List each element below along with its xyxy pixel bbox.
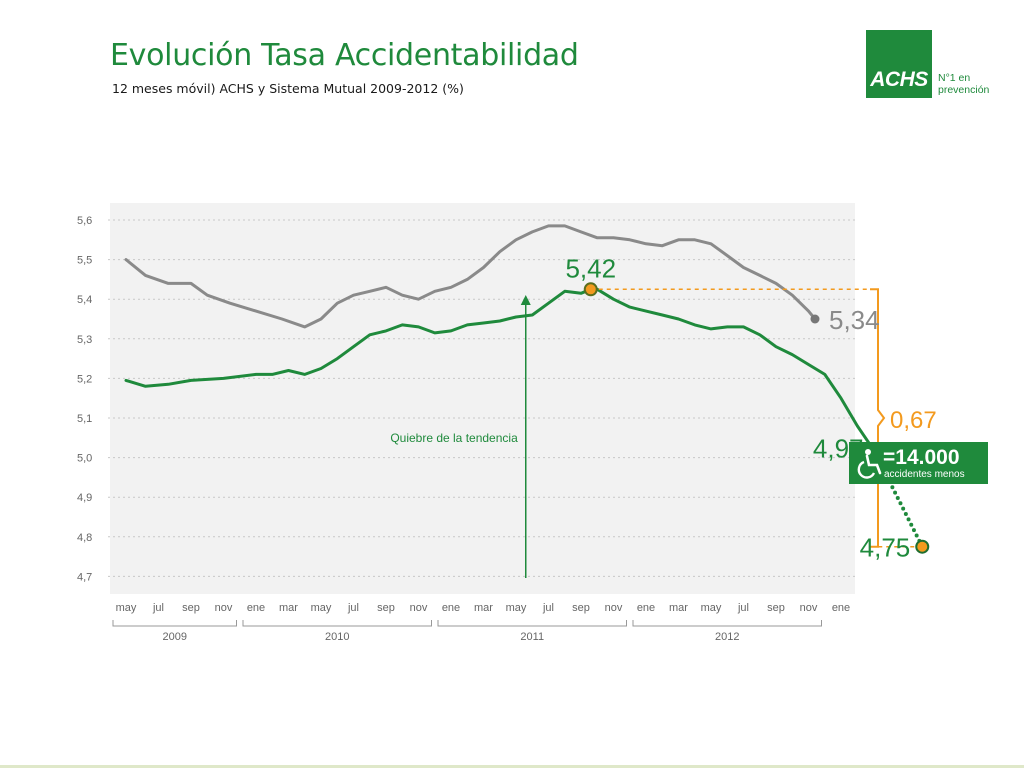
- x-tick-label: sep: [572, 602, 590, 614]
- x-tick-label: nov: [215, 602, 233, 614]
- projection-point: [915, 539, 930, 554]
- x-tick-label: nov: [605, 602, 623, 614]
- trend-arrow-head: [520, 295, 531, 305]
- year-bracket: [632, 620, 822, 627]
- y-tick-label: 5,1: [77, 413, 92, 425]
- x-tick-label: ene: [442, 602, 460, 614]
- x-tick-label: sep: [182, 602, 200, 614]
- year-bracket: [437, 620, 627, 627]
- achs-logo: ACHS: [866, 30, 932, 98]
- page-title: Evolución Tasa Accidentabilidad: [110, 38, 579, 73]
- y-tick-label: 5,4: [77, 294, 92, 306]
- x-tick-label: mar: [279, 602, 298, 614]
- difference-label: 0,67: [890, 407, 937, 434]
- x-tick-label: may: [311, 602, 332, 614]
- year-label: 2009: [163, 631, 187, 643]
- icon-wheel: [857, 460, 876, 479]
- x-tick-label: ene: [637, 602, 655, 614]
- peak-value-label: 5,42: [565, 253, 616, 283]
- badge-main-text: =14.000: [883, 446, 960, 469]
- plot-background: [110, 203, 855, 594]
- series-line-0: [124, 224, 817, 329]
- icon-head: [865, 449, 871, 455]
- x-tick-label: sep: [767, 602, 785, 614]
- x-tick-label: jul: [542, 602, 554, 614]
- year-label: 2011: [520, 631, 544, 643]
- page-subtitle: 12 meses móvil) ACHS y Sistema Mutual 20…: [112, 81, 464, 96]
- year-bracket: [112, 620, 237, 627]
- x-tick-label: sep: [377, 602, 395, 614]
- y-tick-label: 5,5: [77, 255, 92, 267]
- series-line-1: [124, 287, 875, 452]
- accessibility-icon: [857, 449, 882, 479]
- y-tick-label: 4,9: [77, 492, 92, 504]
- trend-break-label: Quiebre de la tendencia: [390, 431, 518, 445]
- footer-divider: [0, 765, 1024, 768]
- x-tick-label: may: [116, 602, 137, 614]
- x-tick-label: jul: [347, 602, 359, 614]
- x-tick-label: nov: [410, 602, 428, 614]
- difference-bracket: [870, 288, 886, 548]
- icon-body: [865, 454, 882, 475]
- y-tick-label: 4,8: [77, 532, 92, 544]
- y-tick-label: 4,7: [77, 571, 92, 583]
- x-tick-label: may: [701, 602, 722, 614]
- year-label: 2010: [325, 631, 349, 643]
- x-tick-label: jul: [152, 602, 164, 614]
- x-tick-label: nov: [800, 602, 818, 614]
- logo-tagline: N°1 en prevención: [938, 72, 989, 96]
- logo-text: ACHS: [870, 68, 928, 91]
- y-tick-label: 5,6: [77, 215, 92, 227]
- y-tick-label: 5,0: [77, 453, 92, 465]
- y-tick-label: 5,3: [77, 334, 92, 346]
- x-tick-label: jul: [737, 602, 749, 614]
- year-label: 2012: [715, 631, 739, 643]
- gray-end-value-label: 5,34: [829, 305, 880, 335]
- tagline-line-2: prevención: [938, 84, 990, 96]
- tagline-line-1: N°1 en: [938, 72, 971, 84]
- badge-sub-text: accidentes menos: [884, 469, 965, 480]
- year-bracket: [242, 620, 432, 627]
- projection-value-label: 4,75: [860, 533, 911, 563]
- x-tick-label: ene: [247, 602, 265, 614]
- gray-end-point: [810, 314, 820, 324]
- peak-point: [583, 282, 598, 297]
- x-tick-label: mar: [669, 602, 688, 614]
- x-tick-label: may: [506, 602, 527, 614]
- x-tick-label: mar: [474, 602, 493, 614]
- x-tick-label: ene: [832, 602, 850, 614]
- y-tick-label: 5,2: [77, 373, 92, 385]
